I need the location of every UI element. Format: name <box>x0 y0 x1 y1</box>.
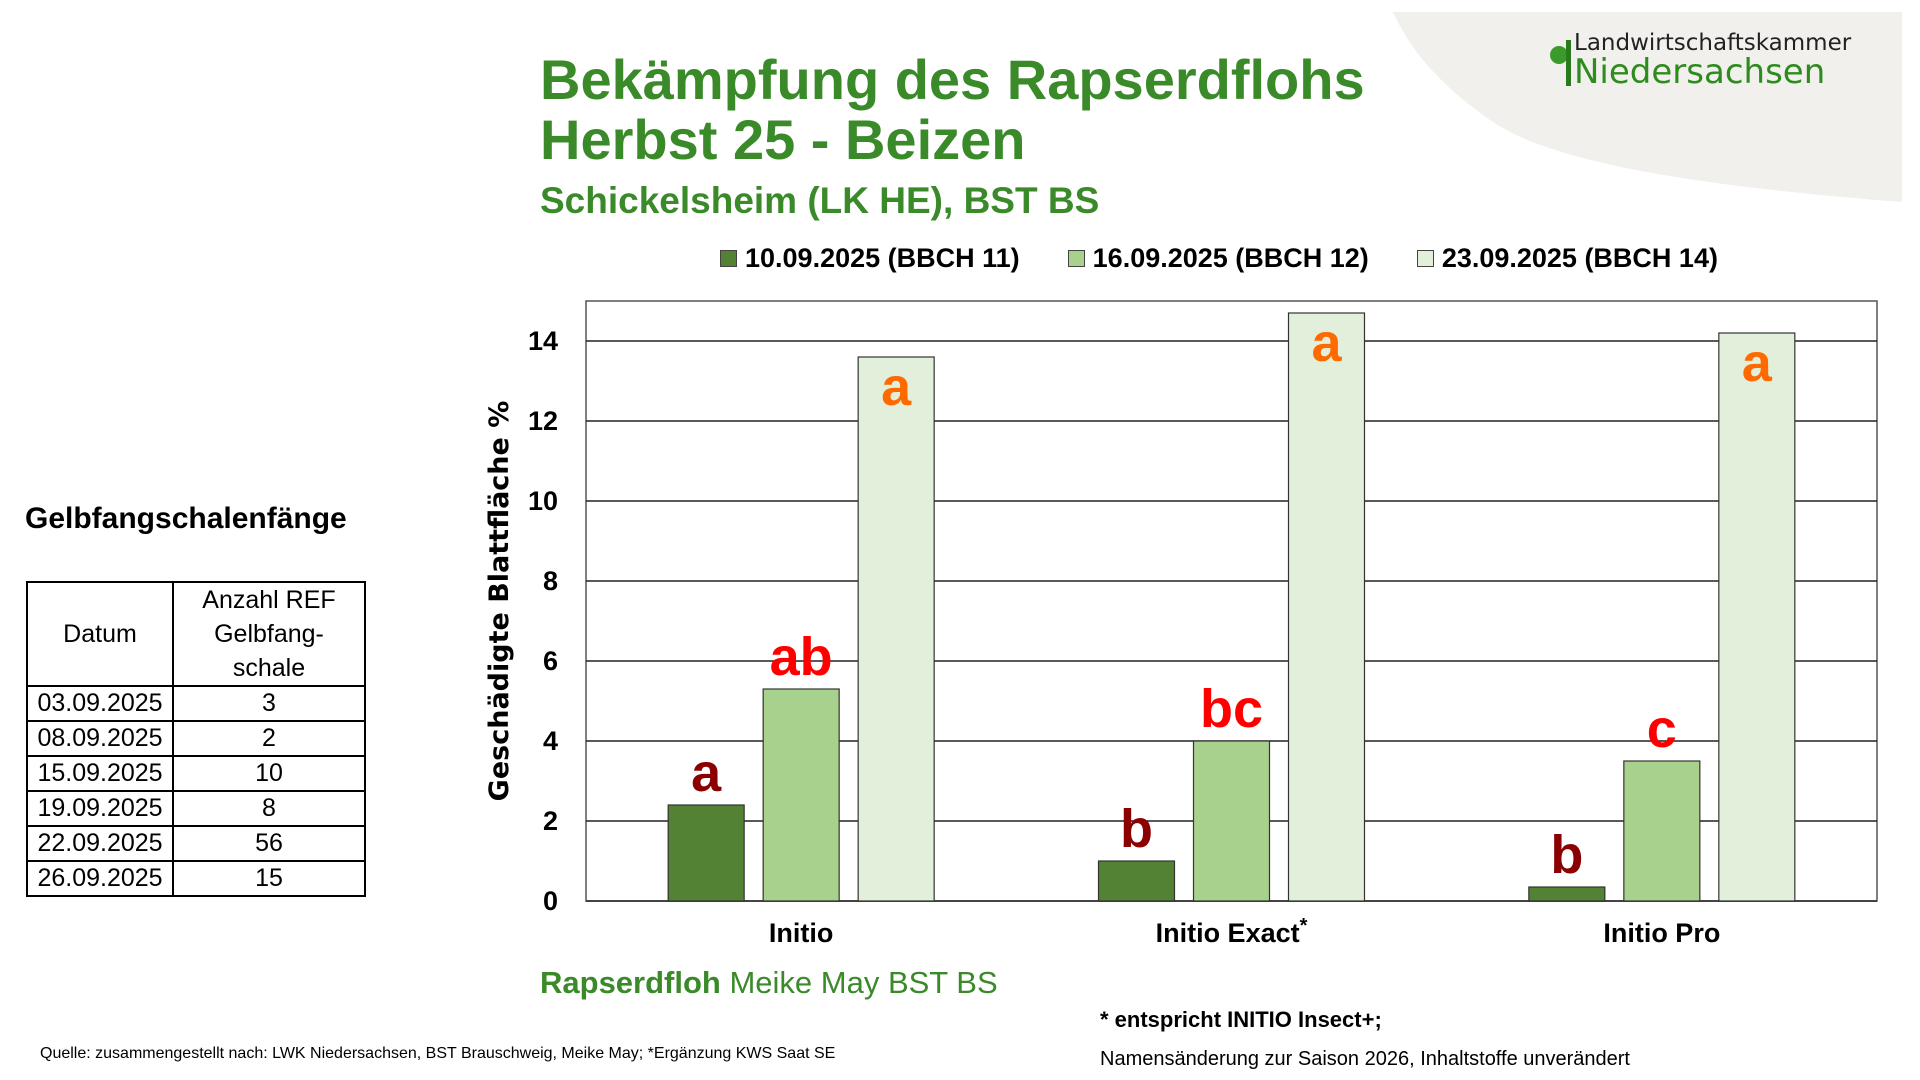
table-row: 03.09.2025 3 <box>26 685 366 722</box>
y-axis-label: Geschädigte Blattfläche % <box>484 401 515 802</box>
significance-letter: ab <box>770 627 833 687</box>
bar <box>857 356 935 902</box>
bar <box>1287 312 1366 902</box>
legend-swatch <box>1416 250 1434 267</box>
significance-letter: a <box>1311 313 1342 373</box>
table-row: 26.09.2025 15 <box>26 860 366 897</box>
legend-label: 23.09.2025 (BBCH 14) <box>1441 243 1718 273</box>
table-row: 22.09.2025 56 <box>26 825 366 862</box>
table-cell-count: 3 <box>172 685 366 722</box>
table-title: Gelbfangschalenfänge <box>25 502 347 535</box>
y-tick-label: 4 <box>543 726 558 756</box>
table-cell-count: 2 <box>172 720 366 757</box>
source-bold: Rapserdfloh <box>540 965 721 1000</box>
table-cell-date: 08.09.2025 <box>26 720 174 757</box>
legend-swatch <box>1067 250 1085 267</box>
source-citation: Quelle: zusammengestellt nach: LWK Niede… <box>40 1045 836 1062</box>
y-tick-label: 12 <box>528 406 558 436</box>
table-cell-count: 10 <box>172 755 366 792</box>
legend-item: 23.09.2025 (BBCH 14) <box>1416 243 1718 274</box>
logo-leaf-icon <box>1550 46 1568 64</box>
significance-letter: a <box>1742 333 1773 393</box>
chart-legend: 10.09.2025 (BBCH 11) 16.09.2025 (BBCH 12… <box>720 243 1718 274</box>
category-name: Initio Pro <box>1603 918 1720 948</box>
y-tick-label: 6 <box>543 646 558 676</box>
bar <box>1718 332 1796 902</box>
legend-item: 10.09.2025 (BBCH 11) <box>720 243 1020 274</box>
significance-letter: c <box>1647 699 1677 759</box>
table-header-row: Datum Anzahl REF Gelbfang-schale <box>26 581 366 687</box>
bar <box>1528 886 1606 902</box>
page-subtitle: Schickelsheim (LK HE), BST BS <box>540 180 1100 221</box>
category-name: Initio Exact <box>1156 918 1300 948</box>
table-cell-count: 15 <box>172 860 366 897</box>
bar <box>1623 760 1701 902</box>
significance-letter: a <box>691 743 722 803</box>
legend-swatch <box>720 250 737 267</box>
y-tick-label: 8 <box>543 566 558 596</box>
legend-label: 10.09.2025 (BBCH 11) <box>745 243 1020 273</box>
legend-label: 16.09.2025 (BBCH 12) <box>1092 243 1369 273</box>
significance-letter: b <box>1120 799 1153 859</box>
table-cell-date: 15.09.2025 <box>26 755 174 792</box>
category-label: Initio <box>769 918 833 948</box>
table-cell-date: 19.09.2025 <box>26 790 174 827</box>
page-title-line2: Herbst 25 - Beizen <box>540 108 1026 171</box>
source-caption: Rapserdfloh Meike May BST BS <box>540 965 998 1001</box>
y-tick-label: 0 <box>543 886 558 916</box>
legend-item: 16.09.2025 (BBCH 12) <box>1067 243 1369 274</box>
table-header-date: Datum <box>26 581 174 687</box>
table-row: 15.09.2025 10 <box>26 755 366 792</box>
significance-letter: b <box>1550 825 1583 885</box>
logo-text-line1: Landwirtschaftskammer <box>1574 30 1852 56</box>
y-tick-label: 14 <box>528 326 558 356</box>
bar <box>667 804 745 902</box>
page-title-line1: Bekämpfung des Rapserdflohs <box>540 48 1365 111</box>
source-rest: Meike May BST BS <box>720 965 998 1000</box>
table-cell-count: 8 <box>172 790 366 827</box>
table-row: 19.09.2025 8 <box>26 790 366 827</box>
trap-catch-table: Datum Anzahl REF Gelbfang-schale 03.09.2… <box>26 581 366 897</box>
table-cell-date: 22.09.2025 <box>26 825 174 862</box>
table-header-count: Anzahl REF Gelbfang-schale <box>172 581 366 687</box>
category-name: Initio <box>769 918 833 948</box>
category-label: Initio Exact* <box>1156 915 1308 948</box>
table-row: 08.09.2025 2 <box>26 720 366 757</box>
logo-stem-icon <box>1566 40 1571 86</box>
significance-letter: bc <box>1200 679 1263 739</box>
bar <box>1192 740 1271 902</box>
significance-letter: a <box>881 357 912 417</box>
logo-text-line2: Niedersachsen <box>1574 52 1826 92</box>
footnote-2: Namensänderung zur Saison 2026, Inhaltst… <box>1100 1048 1630 1070</box>
footnote-1: * entspricht INITIO Insect+; <box>1100 1007 1382 1032</box>
table-cell-count: 56 <box>172 825 366 862</box>
y-tick-label: 2 <box>543 806 558 836</box>
category-footnote-mark: * <box>1300 915 1308 937</box>
table-cell-date: 26.09.2025 <box>26 860 174 897</box>
logo-background-shape <box>1393 12 1902 202</box>
table-cell-date: 03.09.2025 <box>26 685 174 722</box>
y-tick-label: 10 <box>528 486 558 516</box>
bar <box>1097 860 1176 902</box>
bar <box>762 688 840 902</box>
category-label: Initio Pro <box>1603 918 1720 948</box>
